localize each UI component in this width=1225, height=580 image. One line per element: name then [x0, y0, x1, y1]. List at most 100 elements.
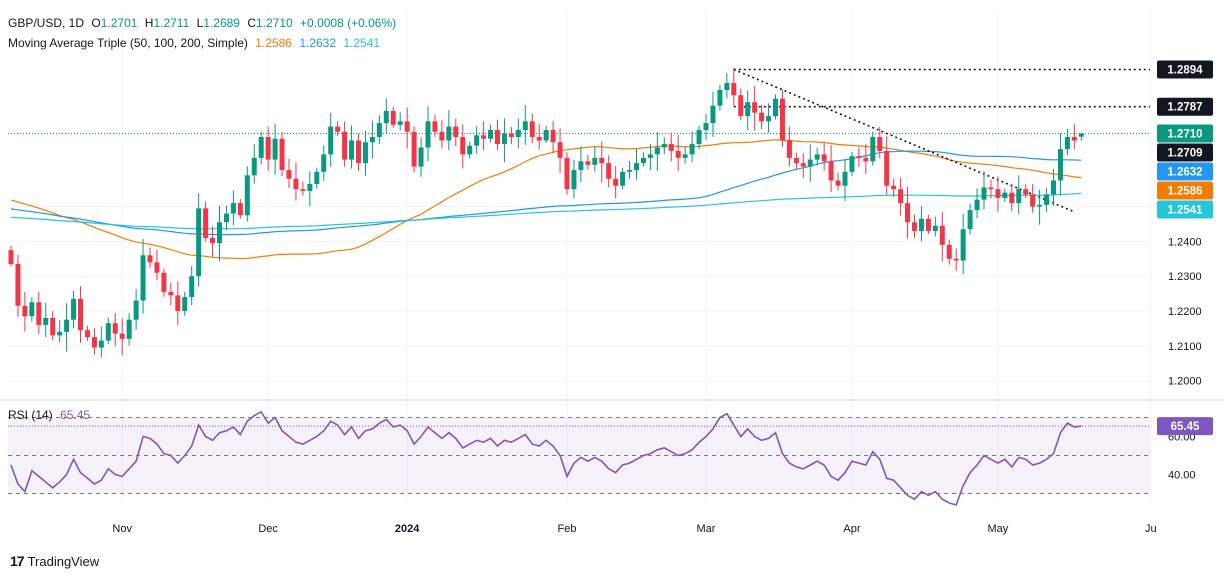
candle-body [217, 222, 222, 244]
candle-body [460, 137, 466, 155]
candle-body [140, 255, 146, 301]
ma100-value: 1.2632 [299, 36, 337, 50]
ma100-line [10, 150, 1082, 236]
candle-body [383, 110, 389, 124]
candle-body [133, 300, 139, 320]
trendline [733, 68, 1075, 213]
candle-body [578, 161, 584, 171]
candle-body [1044, 194, 1050, 205]
candle-body [189, 276, 195, 298]
candle-body [884, 150, 890, 186]
candle-body [1071, 137, 1077, 141]
ma200-value: 1.2541 [343, 36, 381, 50]
candle-body [974, 199, 980, 211]
candle-body [286, 170, 292, 179]
candle-body [223, 213, 229, 223]
candle-body [717, 90, 723, 106]
ohlc-header: GBP/USD, 1D O1.2701 H1.2711 L1.2689 C1.2… [8, 16, 400, 30]
low-value: 1.2689 [203, 16, 240, 30]
candle-body [182, 297, 188, 311]
candle-body [696, 130, 702, 144]
candle-body [36, 302, 42, 325]
ma50-line [10, 139, 1082, 260]
candle-body [293, 178, 299, 190]
ma-price-tag: 1.2541 [1157, 200, 1213, 219]
candle-body [474, 135, 480, 146]
ma-price-tag-box [1157, 143, 1213, 162]
candle-body [119, 333, 125, 339]
candle-body [592, 157, 598, 165]
candle-body [210, 237, 216, 244]
rsi-header: RSI (14) 65.45 [8, 408, 94, 422]
candle-body [620, 171, 626, 186]
high-value: 1.2711 [153, 16, 190, 30]
ma-price-tag-text: 1.2709 [1167, 148, 1202, 160]
rsi-label: RSI (14) [8, 408, 53, 422]
candle-body [585, 161, 591, 165]
price-tick-label: 1.2200 [1168, 306, 1202, 318]
ma-price-tag-text: 1.2586 [1167, 186, 1202, 198]
candle-body [634, 163, 639, 171]
candle-body [230, 203, 236, 214]
candle-body [508, 133, 514, 137]
high-label: H [144, 16, 154, 30]
close-label: C [247, 16, 256, 30]
candle-body [773, 98, 778, 117]
level-tag-text: 1.2787 [1167, 102, 1202, 114]
candle-body [675, 150, 681, 158]
candle-body [988, 187, 994, 190]
rsi-tag-box [1157, 417, 1213, 436]
candle-body [1023, 189, 1029, 195]
ma-header: Moving Average Triple (50, 100, 200, Sim… [8, 36, 384, 50]
candle-body [536, 137, 542, 141]
candle-body [668, 143, 674, 151]
candle-body [362, 142, 368, 164]
candle-body [467, 145, 473, 155]
candle-body [939, 225, 945, 245]
level-tag: 1.2710 [1157, 124, 1213, 143]
ma-price-tag: 1.2709 [1157, 143, 1213, 162]
time-tick-label: 2024 [395, 523, 420, 535]
horizontal-levels [8, 68, 1150, 135]
ma-label: Moving Average Triple (50, 100, 200, Sim… [8, 36, 248, 50]
candle-body [946, 244, 952, 259]
candle-body [112, 323, 118, 334]
candle-body [439, 131, 445, 141]
candle-body [870, 137, 876, 162]
candle-body [84, 330, 90, 338]
candle-body [369, 137, 375, 143]
price-tick-label: 1.2400 [1168, 236, 1202, 248]
candle-body [501, 133, 507, 144]
candle-body [918, 218, 924, 231]
level-tag-text: 1.2710 [1167, 129, 1202, 141]
candle-body [745, 102, 751, 117]
candle-body [891, 185, 897, 190]
candle-body [786, 140, 792, 158]
candle-body [495, 130, 500, 144]
candle-body [356, 140, 361, 164]
candle-body [953, 258, 959, 261]
candle-body [647, 154, 653, 158]
time-tick-label: Feb [558, 523, 577, 535]
time-tick-label: Apr [843, 523, 860, 535]
candle-body [43, 317, 49, 325]
time-tick-label: Ju [1145, 523, 1157, 535]
candle-body [606, 163, 612, 179]
candle-body [237, 203, 243, 216]
change-value: +0.0008 (+0.06%) [300, 16, 397, 30]
candle-body [29, 302, 35, 317]
candle-body [905, 203, 911, 223]
candle-body [898, 189, 904, 204]
candle-body [446, 126, 452, 141]
candle-body [557, 142, 563, 158]
candle-body [1051, 180, 1056, 195]
candle-body [307, 183, 313, 191]
candle-body [481, 135, 487, 139]
candle-body [1078, 133, 1084, 137]
candle-body [1030, 194, 1036, 207]
candle-body [821, 154, 827, 162]
candle-body [759, 112, 765, 122]
price-tick-label: 1.2300 [1168, 271, 1202, 283]
candle-body [64, 319, 70, 332]
